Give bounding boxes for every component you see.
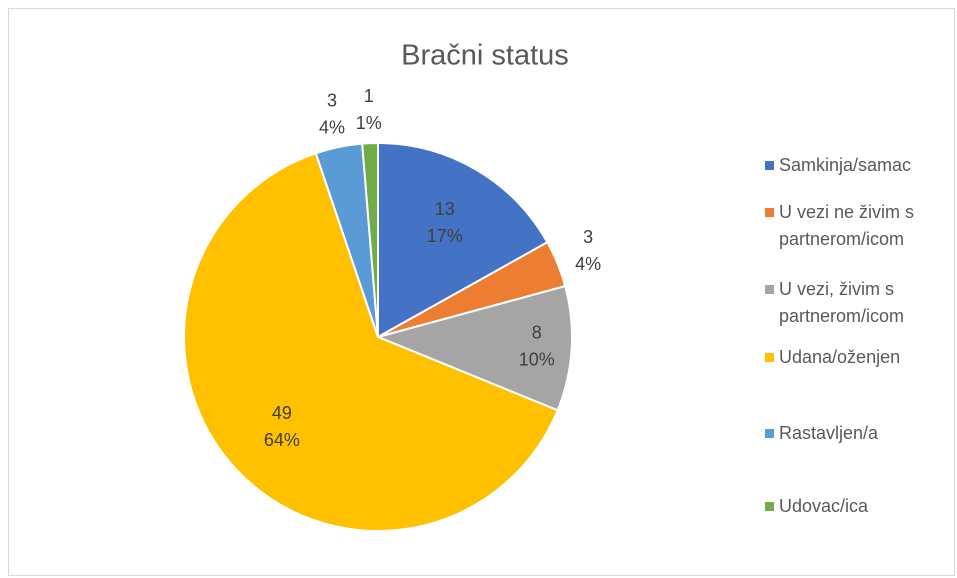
data-label-value: 8 xyxy=(532,322,542,342)
legend-swatch xyxy=(765,353,774,362)
chart-title: Bračni status xyxy=(401,40,569,72)
legend-item: Samkinja/samac xyxy=(765,152,950,179)
legend-swatch xyxy=(765,502,774,511)
data-label-value: 49 xyxy=(272,403,292,423)
data-label-percent: 17% xyxy=(427,226,463,246)
legend-label: Udovac/ica xyxy=(779,496,869,516)
legend-swatch xyxy=(765,208,774,217)
data-label-percent: 10% xyxy=(519,349,555,369)
legend-label: U vezi, živim s partnerom/icom xyxy=(779,279,905,326)
pie-slice xyxy=(361,141,379,338)
legend-label: U vezi ne živim s partnerom/icom xyxy=(779,202,915,249)
data-label-percent: 4% xyxy=(319,117,345,137)
legend-label: Samkinja/samac xyxy=(779,155,912,175)
legend-item: Rastavljen/a xyxy=(765,420,950,447)
legend-item: U vezi, živim s partnerom/icom xyxy=(765,276,950,330)
data-label-percent: 4% xyxy=(575,254,601,274)
pie-slice xyxy=(374,284,573,412)
legend-item: Udana/oženjen xyxy=(765,344,950,371)
pie-slice xyxy=(183,151,559,532)
legend-swatch xyxy=(765,285,774,294)
data-label-value: 1 xyxy=(364,86,374,106)
legend-label: Udana/oženjen xyxy=(779,347,901,367)
legend-label: Rastavljen/a xyxy=(779,423,879,443)
pie-slice xyxy=(377,141,549,339)
data-label-percent: 64% xyxy=(264,430,300,450)
legend-item: Udovac/ica xyxy=(765,493,950,520)
data-label-value: 13 xyxy=(435,199,455,219)
data-label-percent: 1% xyxy=(356,113,382,133)
legend-item: U vezi ne živim s partnerom/icom xyxy=(765,199,950,253)
legend-swatch xyxy=(765,429,774,438)
legend-swatch xyxy=(765,161,774,170)
data-label-value: 3 xyxy=(327,90,337,110)
chart-frame xyxy=(8,8,955,576)
data-label-value: 3 xyxy=(583,227,593,247)
